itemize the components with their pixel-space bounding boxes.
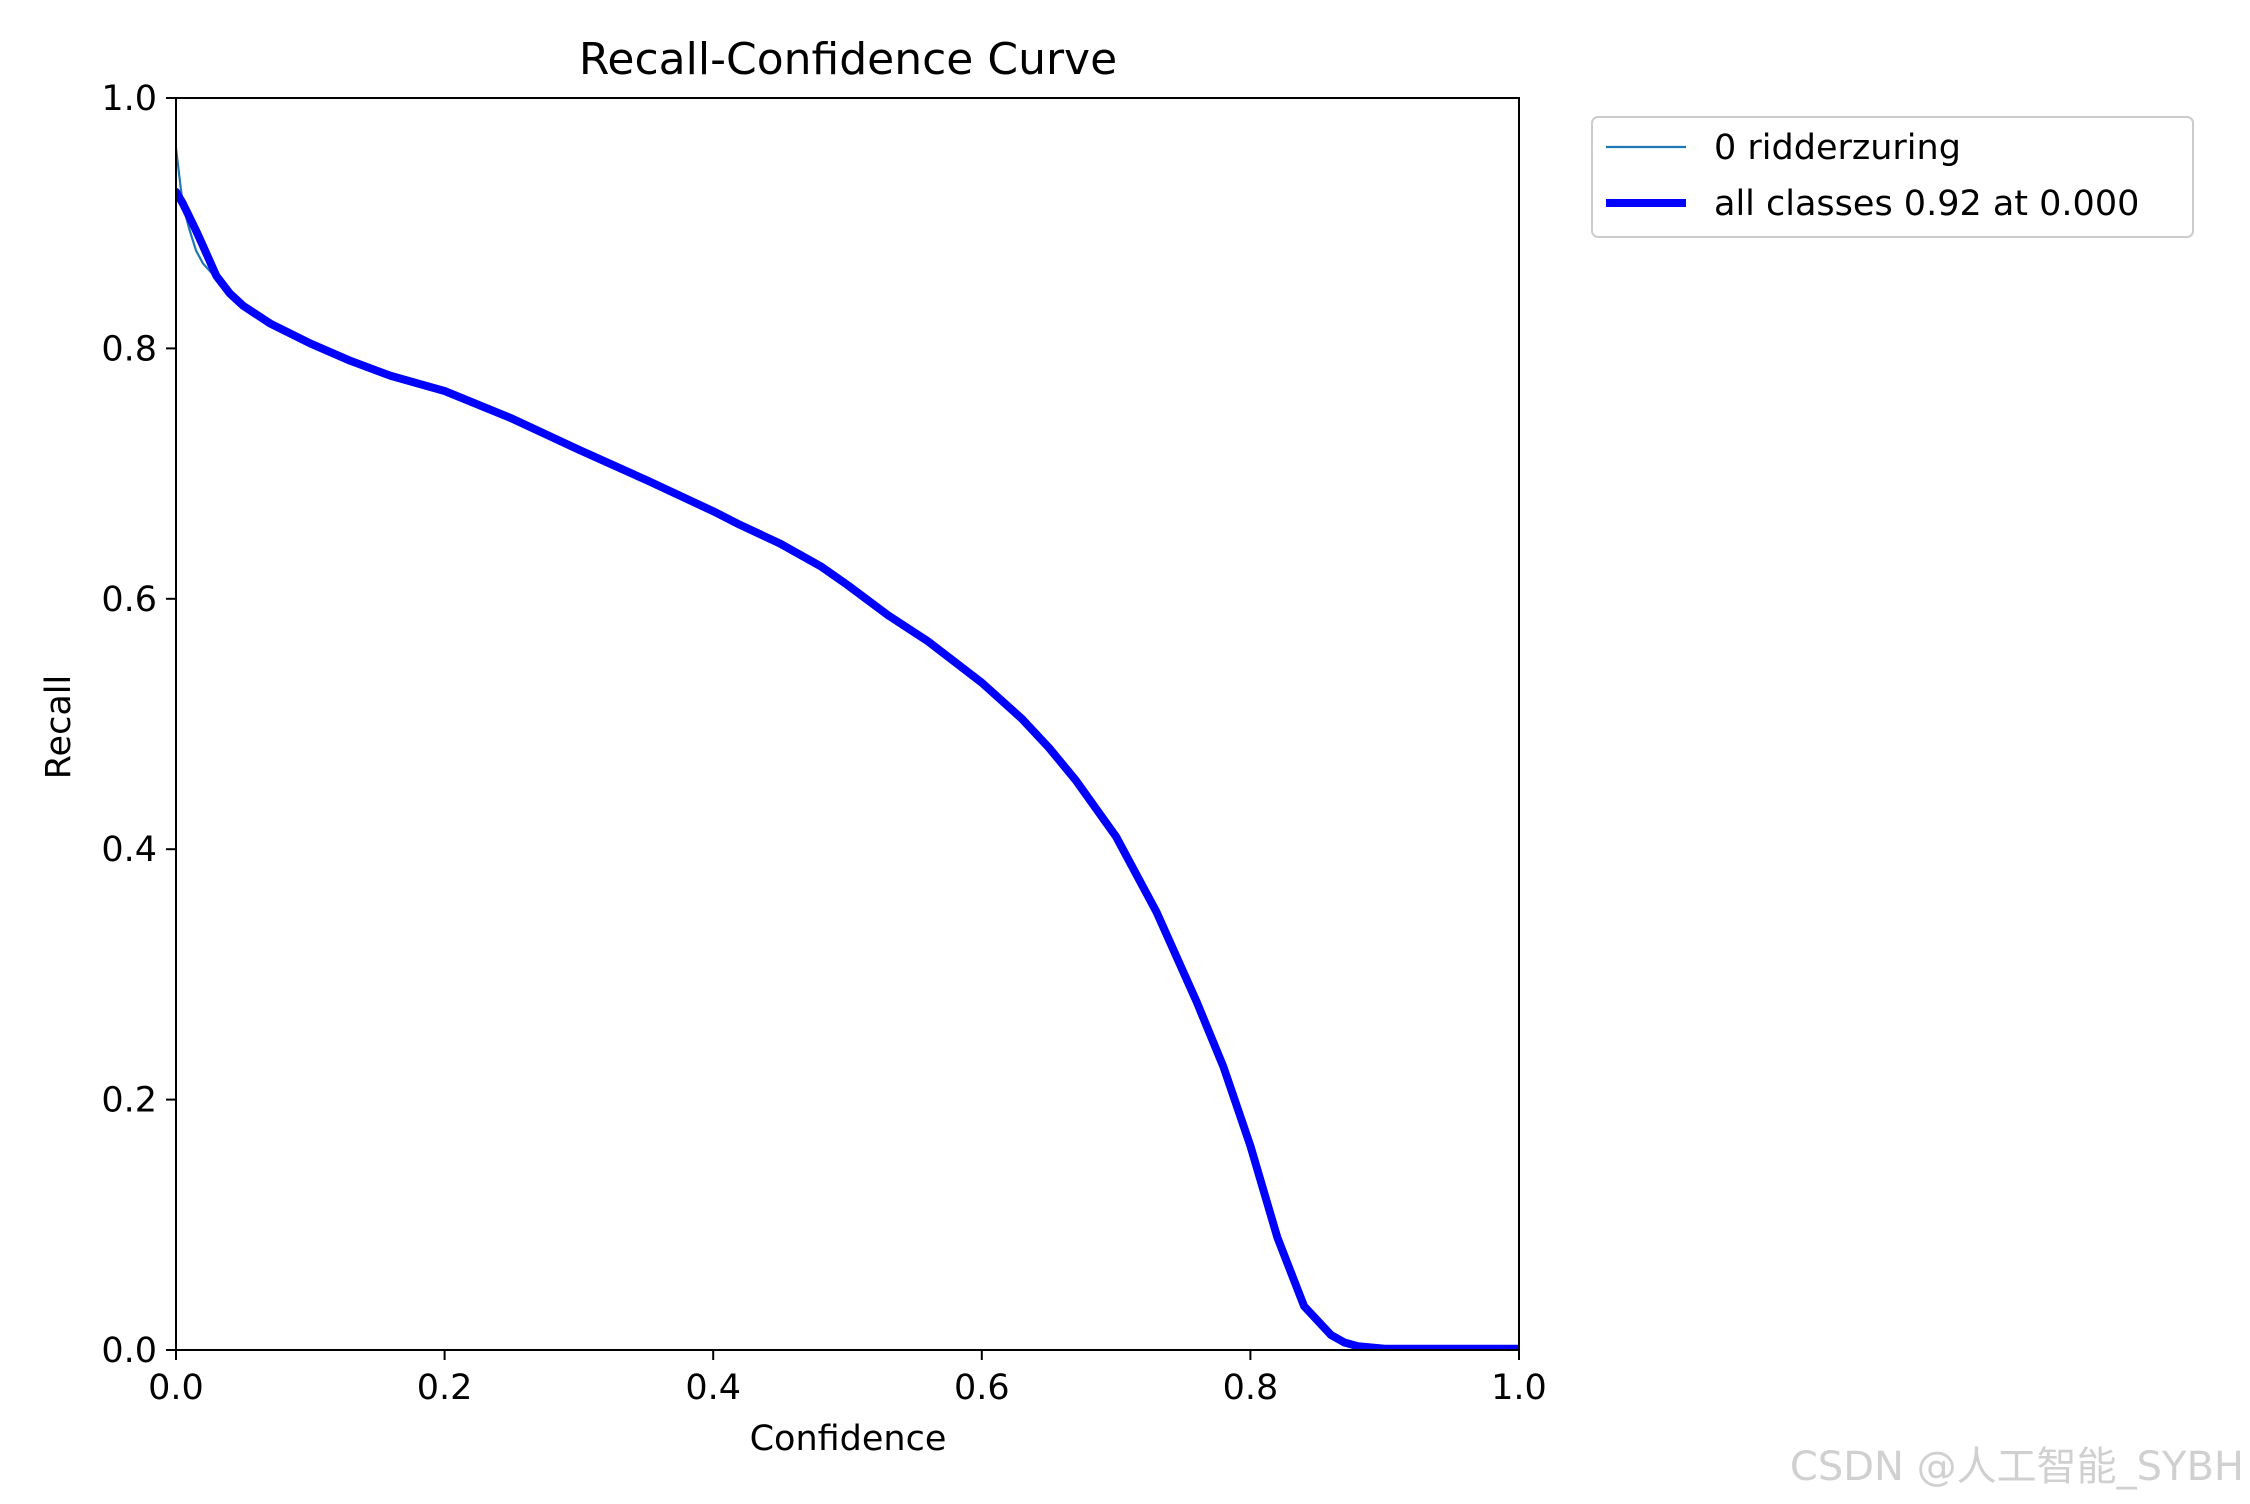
legend-box	[1591, 116, 2194, 238]
series-line-1	[176, 187, 1519, 1350]
plot-frame	[175, 97, 1520, 1351]
x-tick-label: 0.4	[685, 1368, 741, 1408]
x-tick-label: 0.0	[148, 1368, 204, 1408]
legend-label-0: 0 ridderzuring	[1714, 128, 1961, 168]
y-tick-label: 0.2	[101, 1081, 157, 1121]
y-tick-label: 0.0	[101, 1331, 157, 1371]
y-tick-label: 0.4	[101, 830, 157, 870]
y-tick-label: 1.0	[101, 79, 157, 119]
series-line-0	[176, 147, 1519, 1350]
y-tick-label: 0.6	[101, 580, 157, 620]
y-tick-label: 0.8	[101, 329, 157, 369]
series-group	[176, 147, 1519, 1350]
x-axis-label: Confidence	[750, 1419, 947, 1459]
watermark-text: CSDN @人工智能_SYBH	[1789, 1444, 2244, 1490]
y-axis-label: Recall	[39, 675, 79, 779]
x-tick-label: 0.8	[1223, 1368, 1279, 1408]
plot-area: 0.00.0 0.2 0.2 0.4 0.4 0.6 0.6 0.8 0.8 1.0 1.0	[101, 79, 1547, 1408]
x-tick-label: 1.0	[1491, 1368, 1547, 1408]
x-tick-label: 0.6	[954, 1368, 1010, 1408]
legend-label-1: all classes 0.92 at 0.000	[1714, 184, 2139, 224]
chart-title: Recall-Confidence Curve	[579, 34, 1117, 85]
x-tick-label: 0.2	[417, 1368, 473, 1408]
legend: 0 ridderzuring all classes 0.92 at 0.000	[1591, 116, 2194, 238]
